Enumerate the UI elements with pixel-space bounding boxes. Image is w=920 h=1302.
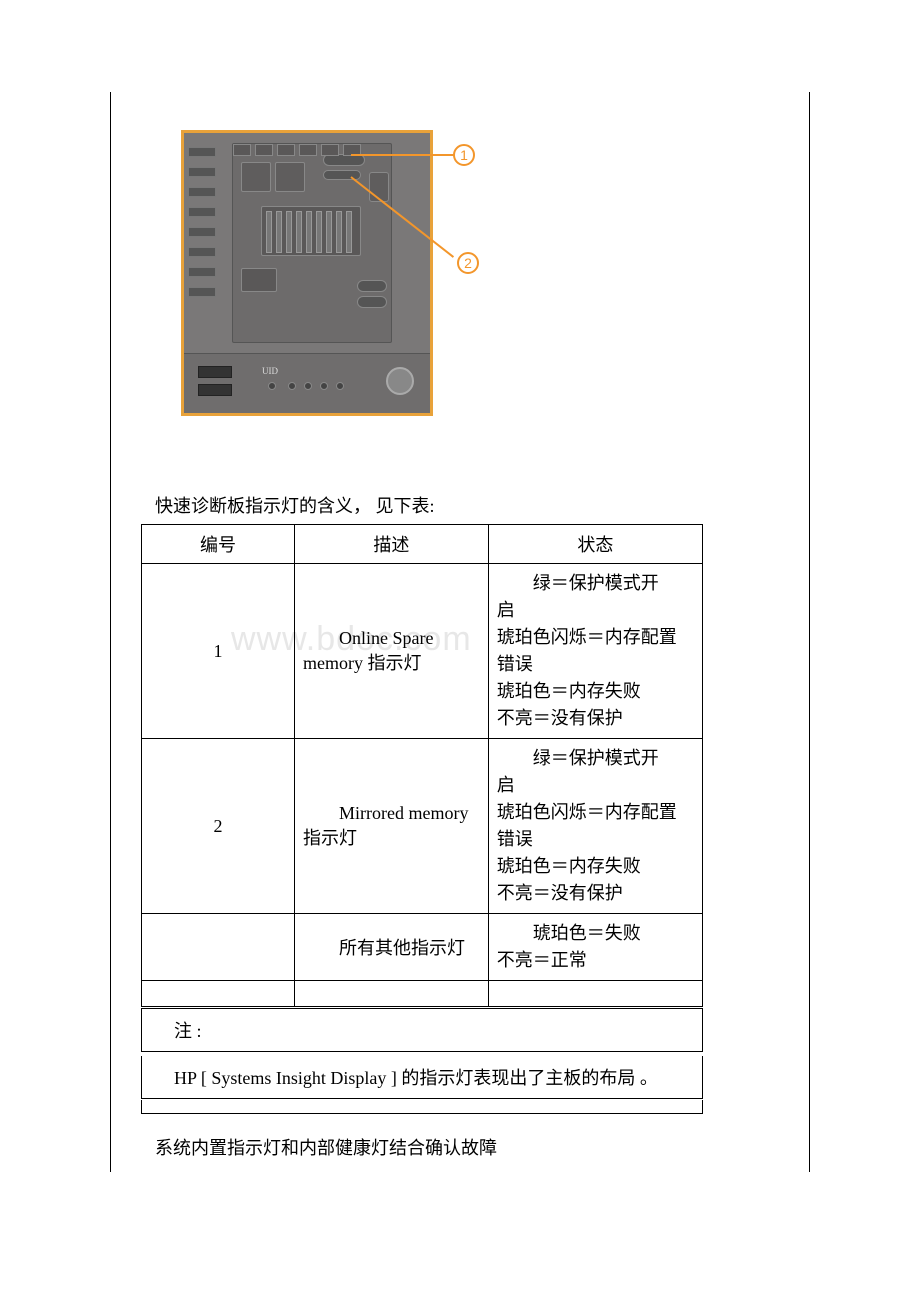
note-label: 注 : [156, 1021, 202, 1041]
row-desc-l2: memory 指示灯 [303, 649, 480, 675]
row-num: 1 [214, 641, 223, 661]
row-desc-l2: 指示灯 [303, 824, 480, 850]
insight-display-panel [232, 143, 392, 343]
led-icon [304, 382, 312, 390]
led-icon [336, 382, 344, 390]
row-state-rest: 启 琥珀色闪烁＝内存配置错误 琥珀色＝内存失败 不亮＝没有保护 [497, 772, 694, 907]
note-box-3-empty [141, 1100, 703, 1114]
callout-1: 1 [453, 144, 475, 166]
dimms-area [261, 206, 361, 256]
power-button-icon [386, 367, 414, 395]
col-header-num: 编号 [142, 525, 295, 564]
uid-led-icon [268, 382, 276, 390]
device-panel-image: UID [181, 130, 433, 416]
table-row-empty [142, 981, 703, 1007]
led-meaning-table: 编号 描述 状态 1 Online Spare memory 指示灯 绿＝保护模… [141, 524, 703, 1007]
row-state-rest: 启 琥珀色闪烁＝内存配置错误 琥珀色＝内存失败 不亮＝没有保护 [497, 597, 694, 732]
usb-port-icon [198, 366, 232, 378]
note-box-1: 注 : [141, 1008, 703, 1052]
table-row: 2 Mirrored memory 指示灯 绿＝保护模式开 启 琥珀色闪烁＝内存… [142, 739, 703, 914]
interlock-label [357, 280, 387, 292]
row-state-first: 琥珀色＝失败 [497, 920, 694, 947]
note-box-2: HP [ Systems Insight Display ] 的指示灯表现出了主… [141, 1056, 703, 1099]
power-supply-2-icon [275, 162, 305, 192]
row-desc-l1: Online Spare [303, 628, 480, 649]
note-text-cn: 的指示灯表现出了主板的布局 。 [401, 1068, 658, 1088]
col-header-desc: 描述 [295, 525, 489, 564]
chassis-side-slots [188, 147, 224, 307]
table-caption: 快速诊断板指示灯的含义， 见下表: [155, 492, 435, 518]
row-state-first: 绿＝保护模式开 [497, 745, 694, 772]
row-num: 2 [214, 816, 223, 836]
table-row: 1 Online Spare memory 指示灯 绿＝保护模式开 启 琥珀色闪… [142, 564, 703, 739]
note-text-en: HP [ Systems Insight Display ] [174, 1068, 401, 1088]
callout-line-1 [351, 154, 455, 156]
row-desc-l1: Mirrored memory [303, 803, 480, 824]
overtemp-label [357, 296, 387, 308]
footer-text: 系统内置指示灯和内部健康灯结合确认故障 [155, 1134, 497, 1160]
table-row: 所有其他指示灯 琥珀色＝失败 不亮＝正常 [142, 914, 703, 981]
power-supply-1-icon [241, 162, 271, 192]
front-io-strip: UID [184, 353, 430, 413]
callout-2: 2 [457, 252, 479, 274]
proc-area [241, 268, 277, 292]
row-desc: 所有其他指示灯 [303, 934, 480, 960]
table-header-row: 编号 描述 状态 [142, 525, 703, 564]
col-header-state: 状态 [488, 525, 702, 564]
document-frame: UID 1 2 快速诊断板指示灯的含义， 见下表: www.bdoc.com 编… [110, 92, 810, 1172]
uid-label: UID [262, 366, 278, 376]
usb-port-icon [198, 384, 232, 396]
row-state-rest: 不亮＝正常 [497, 947, 694, 974]
led-icon [288, 382, 296, 390]
row-state-first: 绿＝保护模式开 [497, 570, 694, 597]
led-icon [320, 382, 328, 390]
